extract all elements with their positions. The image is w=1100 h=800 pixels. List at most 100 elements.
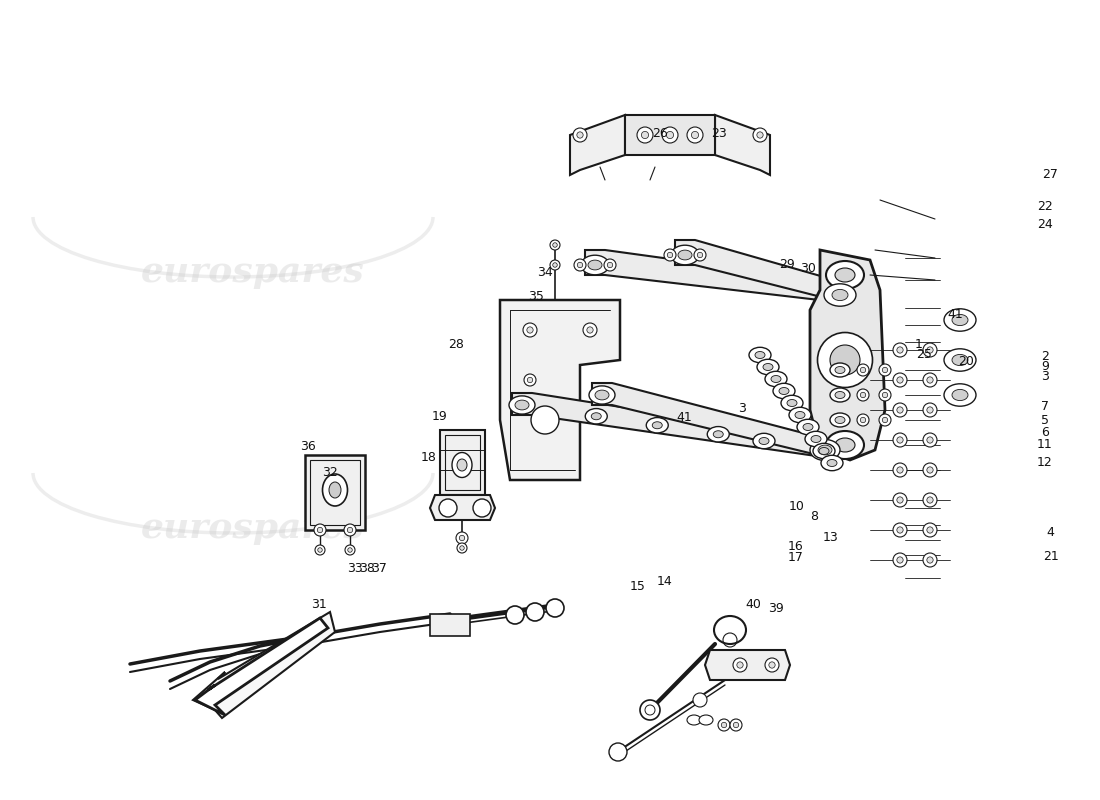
Ellipse shape xyxy=(773,383,795,398)
Text: 17: 17 xyxy=(788,551,803,564)
Ellipse shape xyxy=(574,259,586,271)
Ellipse shape xyxy=(927,497,933,503)
Ellipse shape xyxy=(893,463,907,477)
Text: 28: 28 xyxy=(449,338,464,350)
Ellipse shape xyxy=(322,474,348,506)
Polygon shape xyxy=(810,250,886,460)
Ellipse shape xyxy=(896,437,903,443)
Ellipse shape xyxy=(647,418,669,433)
Polygon shape xyxy=(705,650,790,680)
Ellipse shape xyxy=(952,354,968,366)
Ellipse shape xyxy=(315,545,324,555)
Ellipse shape xyxy=(730,719,743,731)
Ellipse shape xyxy=(587,327,593,333)
Ellipse shape xyxy=(835,366,845,374)
Ellipse shape xyxy=(694,249,706,261)
Ellipse shape xyxy=(348,527,353,533)
Ellipse shape xyxy=(460,546,464,550)
Ellipse shape xyxy=(896,407,903,413)
Ellipse shape xyxy=(755,351,764,358)
Ellipse shape xyxy=(652,422,662,429)
Ellipse shape xyxy=(749,347,771,362)
Ellipse shape xyxy=(882,392,888,398)
Ellipse shape xyxy=(452,453,472,478)
Text: 31: 31 xyxy=(311,598,327,610)
Ellipse shape xyxy=(692,131,698,138)
Ellipse shape xyxy=(786,399,798,406)
Ellipse shape xyxy=(927,347,933,353)
Ellipse shape xyxy=(764,371,786,386)
Text: eurospares: eurospares xyxy=(141,511,365,545)
Text: 30: 30 xyxy=(801,262,816,274)
Ellipse shape xyxy=(713,430,724,438)
Text: 15: 15 xyxy=(630,580,646,593)
Text: 41: 41 xyxy=(947,308,962,321)
Ellipse shape xyxy=(664,249,676,261)
Text: 8: 8 xyxy=(810,510,818,522)
Ellipse shape xyxy=(923,343,937,357)
Text: 3: 3 xyxy=(1041,370,1049,382)
Ellipse shape xyxy=(927,527,933,533)
Ellipse shape xyxy=(857,389,869,401)
Ellipse shape xyxy=(952,314,968,326)
Ellipse shape xyxy=(678,250,692,260)
Ellipse shape xyxy=(927,407,933,413)
Text: 33: 33 xyxy=(348,562,363,574)
Ellipse shape xyxy=(509,396,535,414)
Ellipse shape xyxy=(803,423,813,430)
Bar xyxy=(430,614,470,636)
Ellipse shape xyxy=(763,363,773,370)
Text: 35: 35 xyxy=(528,290,543,302)
Bar xyxy=(446,435,480,490)
Polygon shape xyxy=(430,495,495,520)
Ellipse shape xyxy=(595,390,609,400)
Ellipse shape xyxy=(860,367,866,373)
Ellipse shape xyxy=(527,378,532,382)
Ellipse shape xyxy=(944,384,976,406)
Ellipse shape xyxy=(754,434,776,449)
Ellipse shape xyxy=(693,693,707,707)
Text: 40: 40 xyxy=(746,598,761,610)
Polygon shape xyxy=(715,115,770,175)
Ellipse shape xyxy=(830,413,850,427)
Text: 13: 13 xyxy=(823,531,838,544)
Ellipse shape xyxy=(811,435,821,442)
Ellipse shape xyxy=(893,493,907,507)
Ellipse shape xyxy=(896,527,903,533)
Ellipse shape xyxy=(923,403,937,417)
Ellipse shape xyxy=(817,333,872,387)
Ellipse shape xyxy=(893,523,907,537)
Ellipse shape xyxy=(879,364,891,376)
Polygon shape xyxy=(500,300,620,480)
Text: 14: 14 xyxy=(657,575,672,588)
Text: 36: 36 xyxy=(300,440,316,453)
Ellipse shape xyxy=(810,439,840,461)
Ellipse shape xyxy=(737,662,744,668)
Ellipse shape xyxy=(893,553,907,567)
Text: 1: 1 xyxy=(914,338,923,350)
Text: 19: 19 xyxy=(432,410,448,422)
Ellipse shape xyxy=(607,262,613,268)
Bar xyxy=(440,430,485,495)
Ellipse shape xyxy=(688,715,701,725)
Ellipse shape xyxy=(707,426,729,442)
Ellipse shape xyxy=(826,431,864,459)
Ellipse shape xyxy=(944,349,976,371)
Ellipse shape xyxy=(860,418,866,422)
Ellipse shape xyxy=(588,386,615,404)
Ellipse shape xyxy=(604,259,616,271)
Ellipse shape xyxy=(329,482,341,498)
Ellipse shape xyxy=(348,548,352,552)
Ellipse shape xyxy=(668,252,673,258)
Ellipse shape xyxy=(576,132,583,138)
Polygon shape xyxy=(512,393,830,458)
Text: 21: 21 xyxy=(1043,550,1058,562)
Ellipse shape xyxy=(896,377,903,383)
Ellipse shape xyxy=(893,373,907,387)
Text: 38: 38 xyxy=(360,562,375,574)
Ellipse shape xyxy=(609,743,627,761)
Ellipse shape xyxy=(944,309,976,331)
Ellipse shape xyxy=(506,606,524,624)
Ellipse shape xyxy=(896,347,903,353)
Ellipse shape xyxy=(857,364,869,376)
